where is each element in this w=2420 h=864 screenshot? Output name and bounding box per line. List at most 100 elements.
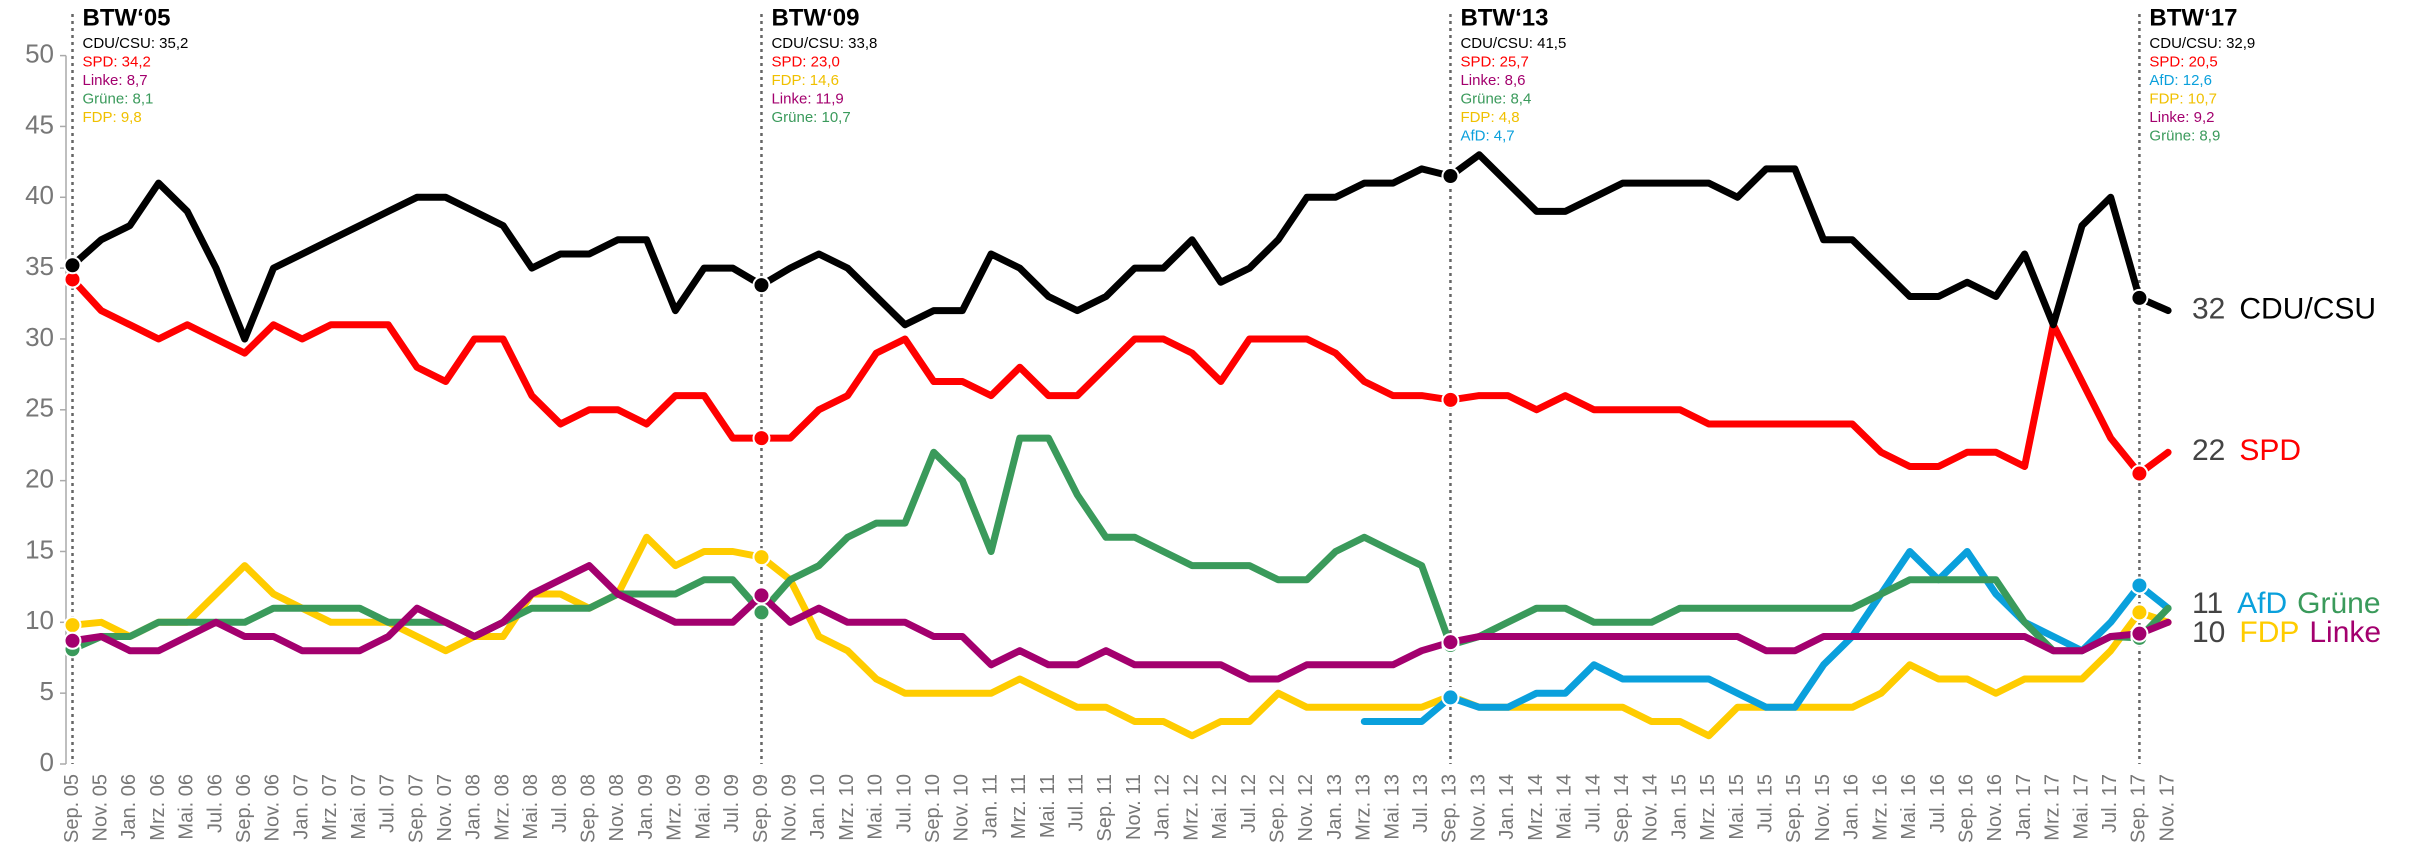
series-line — [69, 434, 2172, 655]
y-tick-label: 10 — [25, 605, 54, 635]
x-tick-label: Mai. 09 — [692, 774, 714, 840]
election-result: Grüne: 8,1 — [83, 90, 154, 107]
election-marker — [752, 548, 771, 567]
election-result: FDP: 14,6 — [771, 72, 839, 89]
election-marker — [1441, 167, 1460, 186]
x-tick-label: Jul. 13 — [1410, 774, 1432, 833]
x-tick-label: Sep. 07 — [405, 774, 427, 843]
end-label-name: SPD — [2239, 434, 2301, 467]
x-tick-label: Nov. 13 — [1467, 774, 1489, 841]
x-tick-label: Mai. 10 — [865, 774, 887, 840]
election-result: Linke: 8,7 — [83, 72, 148, 89]
election-result: AfD: 12,6 — [2149, 72, 2212, 89]
election-title: BTW‘17 — [2149, 4, 2237, 31]
election-result: Grüne: 8,9 — [2149, 127, 2220, 144]
election-marker — [1441, 390, 1460, 409]
y-tick-label: 15 — [25, 534, 54, 564]
x-tick-label: Mai. 11 — [1037, 774, 1059, 838]
x-tick-label: Jan. 13 — [1324, 774, 1346, 840]
x-tick-label: Mai. 12 — [1209, 774, 1231, 840]
x-tick-label: Nov. 12 — [1295, 774, 1317, 841]
y-tick-label: 50 — [25, 38, 54, 68]
x-tick-label: Jul. 14 — [1582, 774, 1604, 833]
x-tick-label: Mai. 17 — [2070, 774, 2092, 840]
election-result: SPD: 34,2 — [83, 53, 151, 70]
election-result: FDP: 9,8 — [83, 109, 142, 126]
end-label-name: FDP — [2239, 616, 2299, 649]
x-tick-label: Jul. 06 — [204, 774, 226, 833]
x-tick-label: Nov. 09 — [778, 774, 800, 841]
election-marker — [63, 616, 82, 635]
x-tick-label: Mrz. 10 — [836, 774, 858, 841]
election-marker — [63, 256, 82, 275]
election-marker — [752, 586, 771, 605]
election-result: SPD: 23,0 — [771, 53, 839, 70]
series-line — [69, 562, 2172, 683]
election-result: FDP: 10,7 — [2149, 90, 2217, 107]
x-tick-label: Sep. 16 — [1955, 774, 1977, 843]
election-result: Linke: 9,2 — [2149, 109, 2214, 126]
x-tick-label: Sep. 06 — [233, 774, 255, 843]
x-tick-label: Mrz. 13 — [1353, 774, 1375, 841]
election-marker — [2130, 464, 2149, 483]
x-tick-label: Sep. 08 — [578, 774, 600, 843]
election-result: Grüne: 8,4 — [1460, 90, 1531, 107]
x-tick-label: Nov. 17 — [2156, 774, 2178, 841]
x-tick-label: Sep. 14 — [1611, 774, 1633, 843]
x-tick-label: Mrz. 09 — [664, 774, 686, 841]
x-tick-label: Mai. 14 — [1554, 774, 1576, 840]
election-marker — [2130, 288, 2149, 307]
x-tick-label: Mrz. 08 — [491, 774, 513, 841]
y-tick-label: 5 — [40, 676, 54, 706]
x-tick-label: Sep. 09 — [750, 774, 772, 843]
election-result: CDU/CSU: 35,2 — [83, 35, 189, 52]
end-label-value: 32 — [2192, 293, 2225, 326]
x-tick-label: Jan. 08 — [463, 774, 485, 840]
election-marker — [752, 276, 771, 295]
election-title: BTW‘05 — [83, 4, 171, 31]
election-result: CDU/CSU: 41,5 — [1460, 35, 1566, 52]
x-tick-label: Nov. 11 — [1123, 774, 1145, 840]
election-marker — [63, 631, 82, 650]
x-tick-label: Mai. 08 — [520, 774, 542, 840]
x-tick-label: Jul. 09 — [721, 774, 743, 833]
end-label-name: CDU/CSU — [2239, 293, 2376, 326]
x-tick-label: Mrz. 15 — [1697, 774, 1719, 841]
end-label-value: 10 — [2192, 616, 2225, 649]
x-tick-label: Jan. 06 — [118, 774, 140, 840]
y-tick-label: 0 — [40, 747, 54, 777]
end-label-value: 22 — [2192, 434, 2225, 467]
series-line — [69, 151, 2172, 343]
x-tick-label: Nov. 06 — [262, 774, 284, 841]
x-tick-label: Jul. 17 — [2099, 774, 2121, 833]
series-line — [69, 276, 2172, 478]
series-line — [69, 533, 2172, 740]
election-result: Linke: 8,6 — [1460, 72, 1525, 89]
x-tick-label: Jul. 11 — [1066, 774, 1088, 831]
x-tick-label: Mrz. 17 — [2042, 774, 2064, 841]
election-result: CDU/CSU: 33,8 — [771, 35, 877, 52]
election-result: Grüne: 10,7 — [771, 109, 850, 126]
election-marker — [2130, 576, 2149, 595]
x-tick-label: Sep. 10 — [922, 774, 944, 843]
x-tick-label: Jan. 16 — [1841, 774, 1863, 840]
x-tick-label: Jul. 12 — [1238, 774, 1260, 833]
election-marker — [2130, 603, 2149, 622]
end-label-name: Grüne — [2297, 587, 2380, 620]
x-tick-label: Mrz. 14 — [1525, 774, 1547, 841]
x-tick-label: Sep. 05 — [61, 774, 83, 843]
x-tick-label: Jul. 10 — [893, 774, 915, 833]
x-tick-label: Nov. 07 — [434, 774, 456, 841]
election-marker — [752, 603, 771, 622]
x-tick-label: Mai. 16 — [1898, 774, 1920, 840]
x-tick-label: Jul. 07 — [377, 774, 399, 833]
y-tick-label: 25 — [25, 393, 54, 423]
y-tick-label: 20 — [25, 464, 54, 494]
election-result: CDU/CSU: 32,9 — [2149, 35, 2255, 52]
x-tick-label: Mai. 07 — [348, 774, 370, 840]
x-tick-label: Mrz. 11 — [1008, 774, 1030, 839]
x-tick-label: Mai. 15 — [1726, 774, 1748, 840]
x-tick-label: Nov. 10 — [951, 774, 973, 841]
x-tick-label: Nov. 16 — [1984, 774, 2006, 841]
